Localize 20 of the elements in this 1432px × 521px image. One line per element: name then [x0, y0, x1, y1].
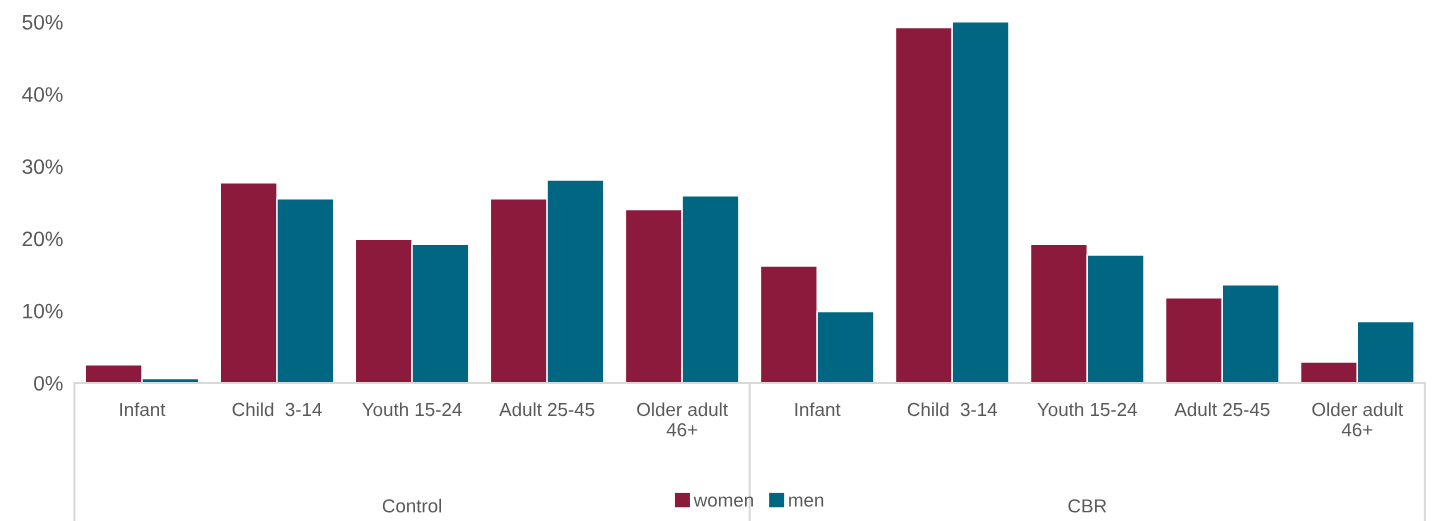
legend-label: women	[693, 496, 753, 507]
x-tick-label: Youth 15-24	[362, 402, 462, 417]
x-tick-label: Youth 15-24	[1037, 402, 1137, 417]
x-tick-label: Child 3-14	[232, 402, 322, 417]
y-tick-label: 0%	[34, 375, 63, 391]
text: Control	[382, 498, 442, 513]
x-tick-label: Child 3-14	[907, 402, 997, 417]
y-tick-label: 40%	[22, 87, 63, 102]
x-tick-label: Infant	[120, 402, 166, 417]
x-tick-label: Infant	[795, 402, 841, 417]
y-tick-label: 50%	[22, 14, 63, 30]
y-tick-label: 30%	[22, 159, 63, 175]
y-tick-label: 20%	[22, 231, 63, 247]
x-tick-label: Older adult 46+	[1312, 402, 1404, 437]
text: CBR	[1068, 499, 1107, 513]
legend-label: men	[789, 496, 824, 507]
y-tick-label: 10%	[23, 303, 63, 319]
x-tick-label: Adult 25-45	[1174, 402, 1270, 417]
x-tick-label: Adult 25-45	[499, 402, 595, 417]
x-tick-label: Older adult 46+	[637, 402, 728, 437]
